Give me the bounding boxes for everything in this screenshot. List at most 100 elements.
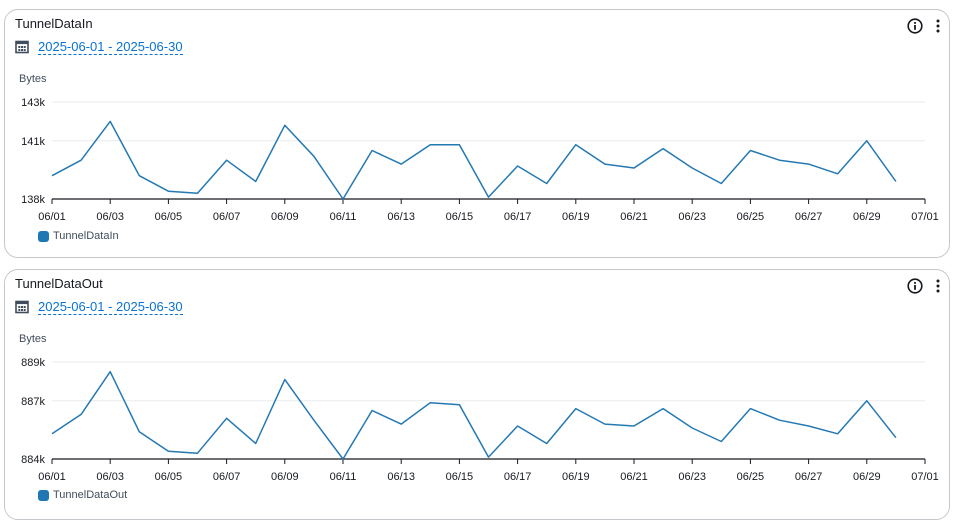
panel-title: TunnelDataIn [15,16,93,31]
data-point[interactable] [573,406,579,412]
more-vertical-icon[interactable] [933,18,943,34]
x-tick-label: 06/03 [96,471,124,483]
data-point[interactable] [718,180,724,186]
data-point[interactable] [282,376,288,382]
data-point[interactable] [195,190,201,196]
data-point[interactable] [427,142,433,148]
data-point[interactable] [660,146,666,152]
data-point[interactable] [631,165,637,171]
data-point[interactable] [136,429,142,435]
data-point[interactable] [340,456,346,462]
data-point[interactable] [864,398,870,404]
x-tick-label: 06/23 [678,211,706,223]
data-point[interactable] [136,173,142,179]
x-tick-label: 06/07 [213,211,241,223]
info-icon[interactable] [907,278,923,294]
data-point[interactable] [602,421,608,427]
data-point[interactable] [311,153,317,159]
data-point[interactable] [747,148,753,154]
panel-title: TunnelDataOut [15,276,103,291]
data-point[interactable] [864,138,870,144]
data-point[interactable] [573,142,579,148]
data-point[interactable] [398,161,404,167]
data-point[interactable] [893,435,899,441]
x-tick-label: 06/05 [155,211,183,223]
data-point[interactable] [515,163,521,169]
tunnel-data-in-chart: Bytes 138k 141k 143k 06/01 06/03 06/05 06/07 06/… [19,73,939,223]
x-tick-label: 06/19 [562,211,590,223]
data-point[interactable] [544,180,550,186]
data-point[interactable] [777,417,783,423]
data-point[interactable] [486,194,492,200]
data-point[interactable] [602,161,608,167]
data-point[interactable] [689,425,695,431]
series-line[interactable] [51,120,897,200]
x-tick-label: 06/29 [853,471,881,483]
data-point[interactable] [369,148,375,154]
data-point[interactable] [777,157,783,163]
more-vertical-icon[interactable] [933,278,943,294]
data-point[interactable] [544,440,550,446]
x-tick-label: 06/25 [737,211,765,223]
x-tick-label: 06/09 [271,471,299,483]
y-tick-label: 143k [21,97,45,109]
data-point[interactable] [195,450,201,456]
data-point[interactable] [165,188,171,194]
data-point[interactable] [369,408,375,414]
chart-legend[interactable]: TunnelDataIn [38,230,119,242]
data-point[interactable] [835,431,841,437]
data-point[interactable] [78,157,84,163]
data-point[interactable] [224,415,230,421]
data-point[interactable] [253,179,259,185]
data-point[interactable] [107,118,113,124]
x-tick-label: 06/11 [330,211,357,223]
data-point[interactable] [456,142,462,148]
chart-legend[interactable]: TunnelDataOut [38,489,127,501]
data-point[interactable] [456,402,462,408]
data-point[interactable] [340,196,346,202]
data-point[interactable] [806,161,812,167]
tunnel-data-in-panel: TunnelDataIn 2025-06-01 - 2025-06-30 Byt… [4,9,950,258]
x-tick-label: 06/27 [795,471,823,483]
data-point[interactable] [49,431,55,437]
data-point[interactable] [282,122,288,128]
x-tick-label: 06/13 [387,471,415,483]
data-point[interactable] [806,423,812,429]
data-point[interactable] [311,417,317,423]
x-tick-label: 06/25 [737,471,765,483]
data-point[interactable] [835,171,841,177]
data-point[interactable] [718,439,724,445]
data-point[interactable] [747,406,753,412]
y-tick-label: 889k [21,357,45,369]
date-range-row: 2025-06-01 - 2025-06-30 [15,38,183,56]
data-point[interactable] [486,454,492,460]
series-line[interactable] [51,370,897,460]
info-icon[interactable] [907,18,923,34]
data-point[interactable] [253,440,259,446]
x-tick-label: 06/17 [504,211,532,223]
x-tick-label: 06/01 [38,471,66,483]
legend-label: TunnelDataIn [53,230,119,242]
data-point[interactable] [660,406,666,412]
data-point[interactable] [78,411,84,417]
x-tick-label: 06/05 [155,471,183,483]
date-range-link[interactable]: 2025-06-01 - 2025-06-30 [38,299,183,315]
data-point[interactable] [49,173,55,179]
legend-swatch [38,230,49,242]
data-point[interactable] [398,421,404,427]
date-range-link[interactable]: 2025-06-01 - 2025-06-30 [38,39,183,55]
x-tick-label: 06/17 [504,471,532,483]
data-point[interactable] [427,400,433,406]
data-point[interactable] [689,165,695,171]
data-point[interactable] [107,369,113,375]
data-point[interactable] [893,179,899,185]
data-point[interactable] [165,448,171,454]
legend-swatch [38,489,49,501]
data-point[interactable] [224,157,230,163]
data-point[interactable] [515,423,521,429]
y-axis-label: Bytes [19,333,47,345]
x-tick-label: 06/29 [853,211,881,223]
x-tick-label: 06/23 [678,471,706,483]
data-point[interactable] [631,423,637,429]
x-tick-label: 06/03 [96,211,124,223]
